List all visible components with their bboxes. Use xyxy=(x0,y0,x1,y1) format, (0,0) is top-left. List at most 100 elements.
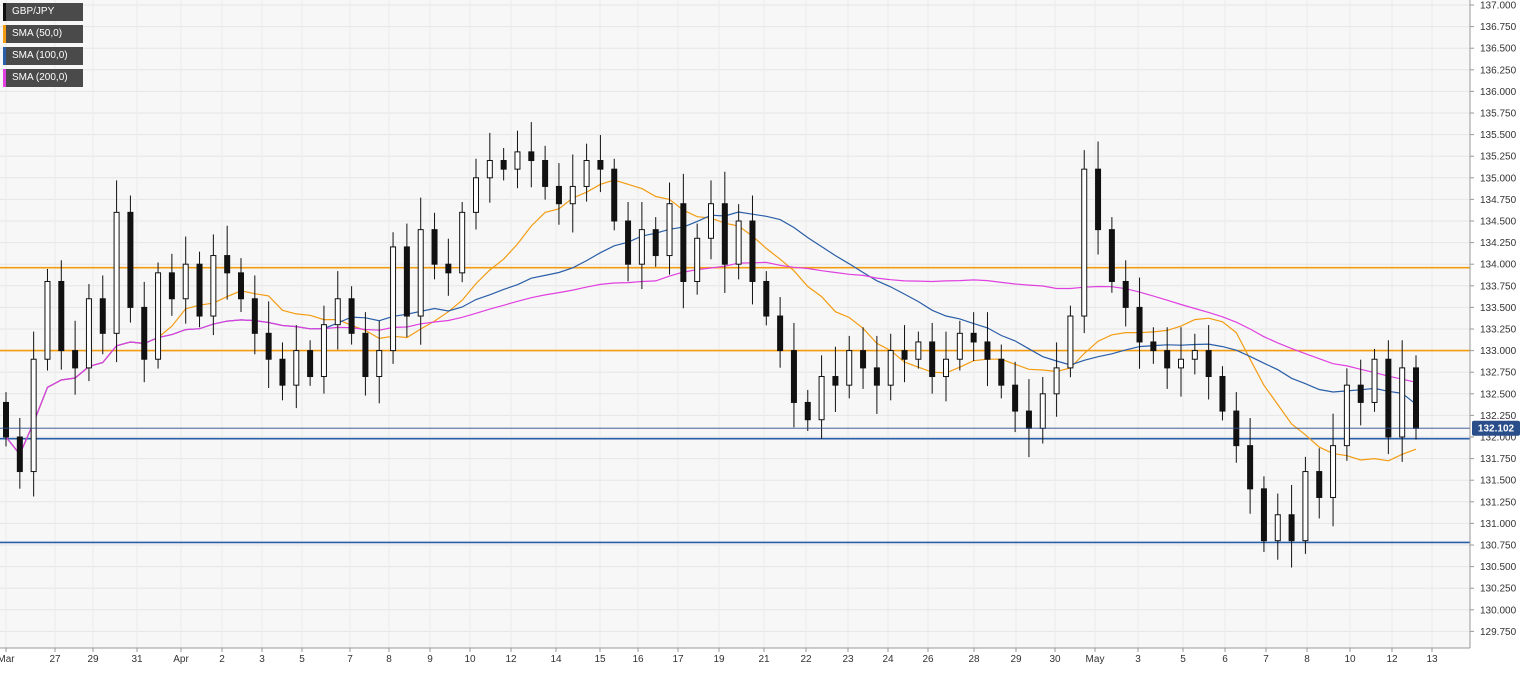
x-tick-label: 30 xyxy=(1049,654,1061,665)
candle-down xyxy=(528,151,535,162)
legend-item-gbpjpy[interactable]: GBP/JPY xyxy=(3,3,83,21)
candle-down xyxy=(763,280,770,317)
x-tick-label: 12 xyxy=(1386,654,1398,665)
candle-up xyxy=(459,211,466,274)
y-tick-label: 135.250 xyxy=(1480,152,1517,163)
candle-down xyxy=(251,298,258,334)
candle-up xyxy=(293,350,300,386)
candle-up xyxy=(666,203,673,257)
candle-down xyxy=(1288,514,1295,542)
candle-down xyxy=(984,341,991,360)
candle-up xyxy=(1191,350,1198,360)
sma-200-line xyxy=(5,261,1417,456)
x-tick-label: 27 xyxy=(49,654,61,665)
x-tick-label: 5 xyxy=(299,654,305,665)
candle-down xyxy=(265,332,272,360)
y-tick-label: 136.500 xyxy=(1480,44,1517,55)
x-tick-label: 6 xyxy=(1222,654,1228,665)
candle-up xyxy=(569,185,576,205)
y-tick-label: 135.500 xyxy=(1480,130,1517,141)
candle-down xyxy=(1108,229,1115,282)
last-price-value: 132.102 xyxy=(1478,424,1515,435)
candle-down xyxy=(1012,384,1019,412)
last-price-badge: 132.102 xyxy=(1472,420,1520,436)
y-tick-label: 130.750 xyxy=(1480,541,1517,552)
candle-up xyxy=(583,160,590,187)
y-tick-label: 134.250 xyxy=(1480,238,1517,249)
legend-item-sma50[interactable]: SMA (50,0) xyxy=(3,25,83,43)
candle-down xyxy=(1385,358,1392,438)
candle-down xyxy=(901,350,908,360)
candle-down xyxy=(279,358,286,386)
y-tick-label: 133.250 xyxy=(1480,325,1517,336)
y-tick-label: 136.750 xyxy=(1480,22,1517,33)
candle-up xyxy=(1371,358,1378,403)
candle-up xyxy=(1343,384,1350,447)
candle-up xyxy=(1330,445,1337,498)
candle-down xyxy=(500,160,507,170)
candle-up xyxy=(694,237,701,282)
y-tick-label: 136.250 xyxy=(1480,65,1517,76)
candle-up xyxy=(956,332,963,360)
candle-up xyxy=(708,203,714,239)
x-tick-label: 3 xyxy=(259,654,265,665)
x-tick-label: 15 xyxy=(594,654,606,665)
legend-item-sma200[interactable]: SMA (200,0) xyxy=(3,69,83,87)
candle-down xyxy=(542,160,549,187)
candle-down xyxy=(998,358,1005,386)
y-tick-label: 136.000 xyxy=(1480,87,1517,98)
candle-down xyxy=(196,263,203,317)
candle-down xyxy=(127,211,134,308)
candle-down xyxy=(72,350,79,369)
x-tick-label: 3 xyxy=(1135,654,1141,665)
legend: GBP/JPY SMA (50,0) SMA (100,0) SMA (200,… xyxy=(3,3,83,91)
candle-up xyxy=(915,341,922,360)
x-tick-label: 9 xyxy=(427,654,433,665)
candle-up xyxy=(846,350,853,386)
candle-up xyxy=(1067,315,1074,369)
legend-label: SMA (50,0) xyxy=(12,28,63,39)
y-tick-label: 131.000 xyxy=(1480,519,1517,530)
y-tick-label: 133.000 xyxy=(1480,346,1517,357)
candle-up xyxy=(514,151,521,170)
candle-up xyxy=(1178,358,1184,369)
candle-down xyxy=(1136,306,1143,343)
x-tick-label: 12 xyxy=(505,654,517,665)
candle-up xyxy=(182,263,189,300)
candle-down xyxy=(611,168,618,222)
plot-background xyxy=(0,0,1470,648)
candle-down xyxy=(860,350,867,369)
legend-label: SMA (100,0) xyxy=(12,50,68,61)
legend-item-sma100[interactable]: SMA (100,0) xyxy=(3,47,83,65)
candle-down xyxy=(224,255,231,274)
y-tick-label: 134.750 xyxy=(1480,195,1517,206)
y-tick-label: 132.250 xyxy=(1480,411,1517,422)
candle-up xyxy=(85,298,92,369)
candle-down xyxy=(403,246,410,317)
candle-up xyxy=(376,350,383,378)
candle-down xyxy=(970,332,977,343)
x-tick-label: 28 xyxy=(968,654,980,665)
candle-down xyxy=(141,306,148,360)
y-tick-label: 130.000 xyxy=(1480,605,1517,616)
candle-up xyxy=(113,211,120,334)
y-tick-label: 134.000 xyxy=(1480,260,1517,271)
candle-down xyxy=(873,367,880,386)
x-tick-label: 24 xyxy=(882,654,894,665)
candle-down xyxy=(1205,350,1212,378)
y-tick-label: 130.250 xyxy=(1480,584,1517,595)
y-tick-label: 131.500 xyxy=(1480,476,1517,487)
candle-down xyxy=(16,436,23,473)
x-tick-label: 16 xyxy=(632,654,644,665)
y-tick-label: 131.750 xyxy=(1480,454,1517,465)
candle-down xyxy=(929,341,936,378)
x-tick-label: Apr xyxy=(173,654,189,665)
candle-up xyxy=(1039,393,1046,429)
candle-down xyxy=(1413,367,1419,429)
candle-up xyxy=(334,298,341,326)
candle-down xyxy=(721,203,728,265)
candle-up xyxy=(735,220,742,265)
x-tick-label: 14 xyxy=(550,654,562,665)
candle-up xyxy=(390,246,397,352)
